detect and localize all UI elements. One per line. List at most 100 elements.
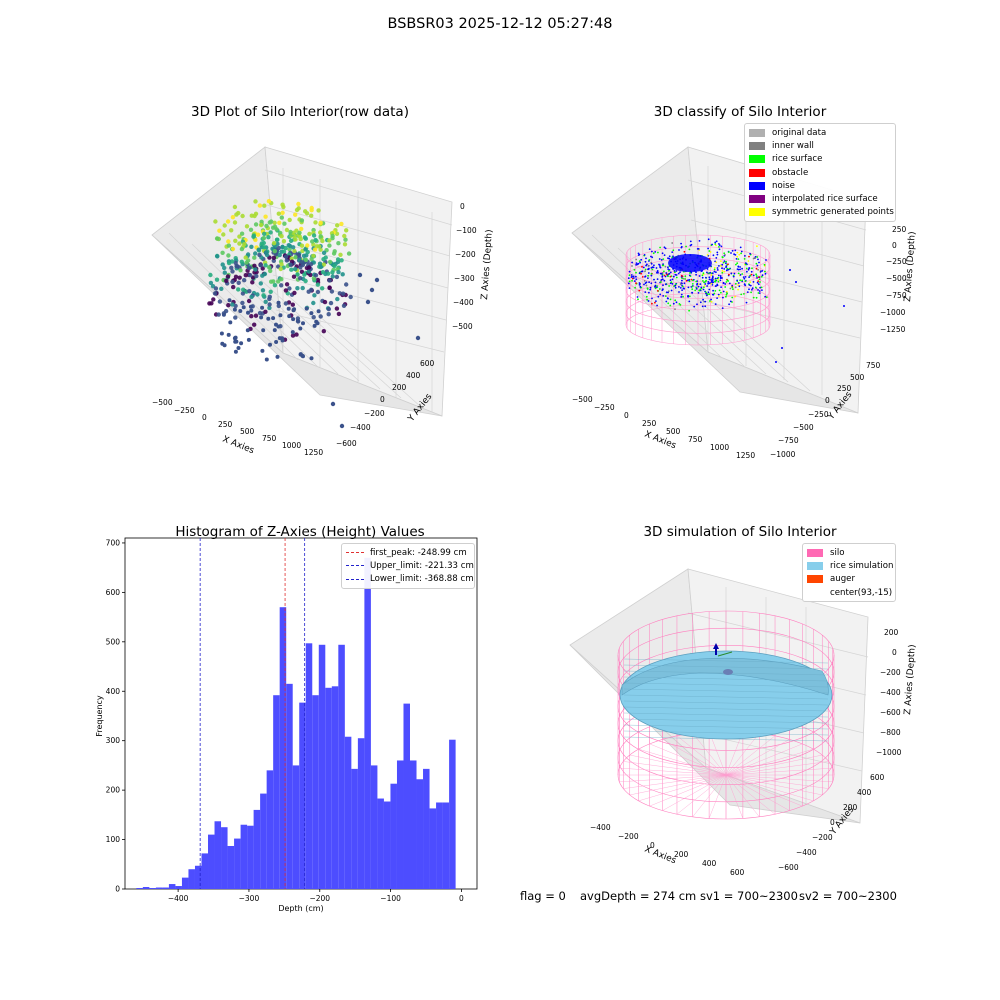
classify-point	[725, 295, 727, 298]
raw-point	[284, 258, 289, 263]
classify-point	[646, 287, 649, 290]
classify-point	[647, 265, 650, 267]
silo-floor-spoke	[708, 774, 727, 819]
raw-point	[268, 289, 273, 294]
histogram-y-ticks: 0 100 200 300 400 500 600 700	[106, 538, 125, 894]
raw-point	[251, 234, 256, 239]
raw-y-tick: 0	[380, 395, 385, 404]
histogram-bar	[370, 765, 378, 889]
classify-point	[717, 274, 720, 277]
classify-point	[646, 298, 648, 301]
silo-floor-spoke	[638, 774, 727, 802]
classify-point	[720, 245, 723, 248]
classify-point	[654, 287, 657, 290]
raw-point	[288, 262, 293, 267]
raw-point	[326, 312, 331, 317]
classify-point	[764, 272, 767, 275]
raw-point	[208, 280, 214, 286]
classify-point	[760, 270, 762, 273]
raw-point	[262, 203, 267, 208]
classify-point	[716, 269, 719, 271]
raw-point	[227, 298, 232, 303]
raw-point	[238, 268, 243, 273]
sim-z-tick: 0	[892, 648, 897, 657]
classify-point	[654, 284, 657, 287]
rice-center-pit	[723, 669, 733, 675]
raw-point	[222, 343, 227, 348]
classify-point	[714, 243, 717, 245]
classify-point	[713, 268, 716, 271]
raw-point	[357, 272, 363, 278]
classify-point	[709, 251, 712, 253]
raw-point	[241, 287, 246, 292]
raw-point	[237, 234, 242, 239]
raw-point	[328, 300, 334, 306]
raw-point	[234, 263, 239, 269]
classify-point	[697, 285, 700, 288]
classify-point	[644, 268, 647, 271]
histogram-bar	[286, 683, 293, 889]
raw-point	[261, 328, 266, 333]
classify-point	[722, 261, 725, 264]
classify-point	[648, 291, 650, 294]
classify-point	[723, 260, 726, 262]
rice-mesh-line	[623, 682, 829, 688]
legend-swatch	[749, 128, 765, 137]
classify-z-tick: −1250	[880, 325, 906, 334]
raw-point	[261, 235, 267, 241]
legend-entry-center: center(93,-15)	[803, 586, 895, 599]
classify-point	[759, 281, 761, 283]
classify-point	[698, 275, 701, 277]
raw-point	[226, 239, 231, 244]
raw-point	[339, 258, 344, 263]
raw-point	[293, 255, 298, 260]
raw-point	[221, 232, 226, 237]
raw-point	[250, 280, 255, 285]
raw-point	[313, 273, 319, 278]
histogram-bar	[449, 739, 456, 889]
classify-point	[675, 274, 678, 276]
legend-label: interpolated rice surface	[772, 194, 878, 205]
classify-point	[739, 268, 741, 271]
raw-point	[311, 300, 316, 306]
histogram-bar	[325, 687, 332, 889]
raw-point	[266, 265, 272, 270]
raw-point	[327, 238, 332, 243]
raw-point	[312, 293, 317, 298]
raw-point	[233, 335, 238, 340]
raw-point	[295, 286, 300, 291]
classify-point	[649, 288, 652, 291]
raw-point	[238, 309, 243, 313]
sim-x-tick: 400	[702, 859, 717, 868]
classify-point	[656, 304, 658, 307]
classify-point	[736, 262, 739, 265]
classify-point	[735, 258, 738, 260]
classify-point	[708, 250, 711, 252]
classify-point	[691, 288, 694, 291]
legend-label: auger	[830, 574, 855, 585]
classify-point	[680, 245, 683, 248]
classify-point	[655, 300, 657, 302]
raw-point	[228, 320, 233, 325]
raw-point	[239, 259, 244, 264]
silo-floor-spoke	[725, 735, 776, 776]
raw-point	[220, 262, 225, 267]
legend-entry-upper-limit: Upper_limit: -221.33 cm	[342, 559, 474, 572]
raw-point	[262, 271, 268, 277]
raw-point	[309, 356, 314, 361]
classify-point	[729, 300, 732, 303]
sim-y-tick: −200	[812, 833, 833, 842]
classify-point	[695, 280, 698, 283]
raw-point	[219, 286, 224, 291]
raw-point	[292, 248, 297, 254]
histogram-bar	[357, 738, 365, 889]
classify-point	[717, 293, 720, 296]
legend-swatch	[749, 141, 765, 150]
raw-point	[326, 306, 331, 312]
raw-point	[311, 233, 317, 238]
classify-point	[763, 263, 766, 266]
raw-point	[281, 249, 287, 254]
classify-point	[688, 279, 691, 281]
silo-floor-spoke	[725, 754, 823, 776]
raw-point	[279, 262, 284, 267]
